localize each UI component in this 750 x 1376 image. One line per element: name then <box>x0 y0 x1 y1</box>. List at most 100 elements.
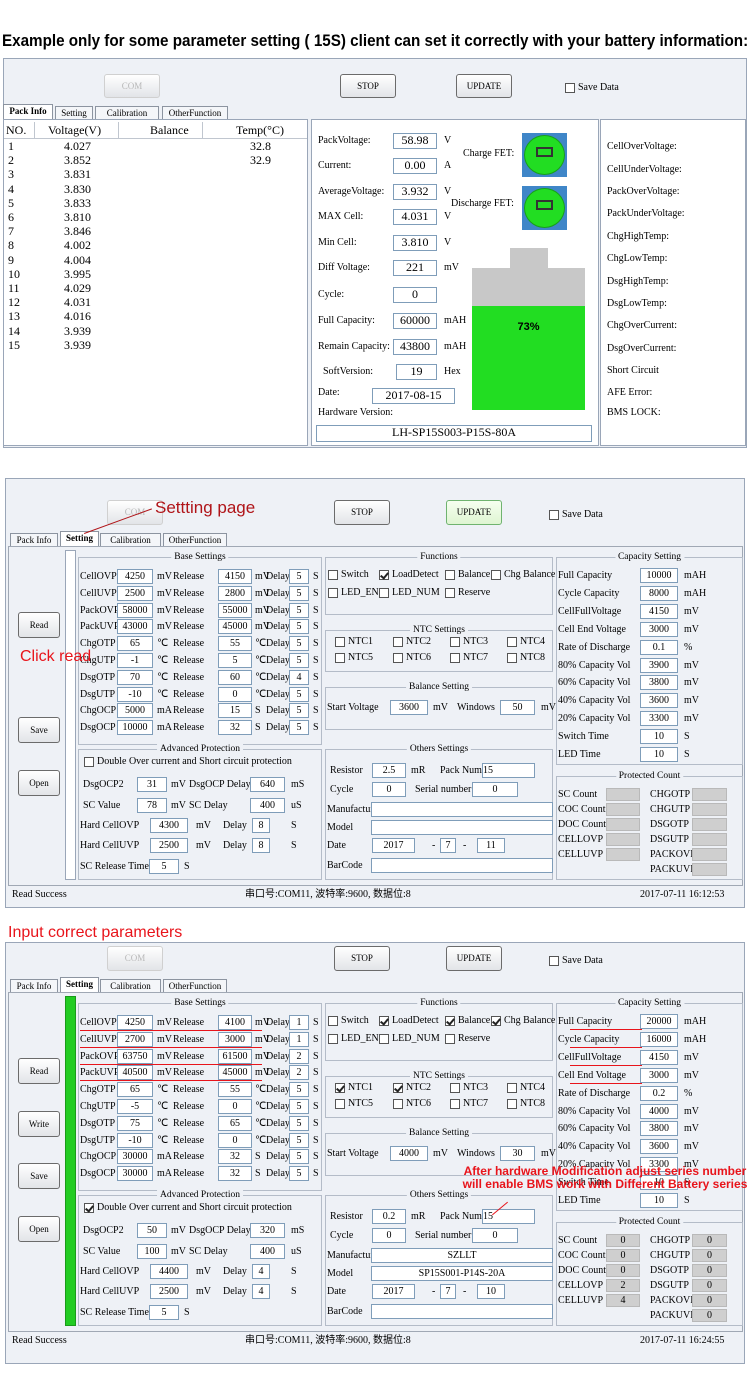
checkbox[interactable] <box>450 1099 460 1109</box>
field-value[interactable]: 400 <box>250 1244 285 1259</box>
field-value[interactable]: 3600 <box>640 1139 678 1155</box>
delay-value[interactable]: 1 <box>289 1031 309 1047</box>
checkbox[interactable] <box>507 637 517 647</box>
delay-value[interactable]: 5 <box>289 703 309 719</box>
side-button[interactable]: Write <box>18 1111 60 1137</box>
tab[interactable]: Pack Info <box>3 104 53 119</box>
field-value[interactable]: 4000 <box>390 1146 428 1161</box>
setting-value[interactable]: 30000 <box>117 1149 153 1165</box>
release-value[interactable]: 65 <box>218 1115 252 1131</box>
release-value[interactable]: 32 <box>218 1149 252 1165</box>
field-value[interactable]: 5 <box>149 1305 179 1320</box>
setting-value[interactable]: 4250 <box>117 1015 153 1030</box>
tab[interactable]: Calibration <box>95 106 159 119</box>
delay-value[interactable]: 5 <box>289 1166 309 1182</box>
field-value[interactable]: 0 <box>372 782 406 797</box>
field-value[interactable] <box>371 1304 553 1319</box>
checkbox[interactable] <box>450 653 460 663</box>
release-value[interactable]: 32 <box>218 1166 252 1182</box>
side-button[interactable]: Save <box>18 717 60 743</box>
checkbox[interactable] <box>393 1099 403 1109</box>
delay-value[interactable]: 5 <box>289 636 309 652</box>
tab[interactable]: OtherFunction <box>163 979 227 992</box>
setting-value[interactable]: -5 <box>117 1099 153 1114</box>
field-value[interactable]: 3000 <box>640 1067 678 1083</box>
field-value[interactable]: 78 <box>137 798 167 813</box>
field-value[interactable]: 15 <box>482 1209 535 1224</box>
field-value[interactable]: 4150 <box>640 1049 678 1065</box>
date-month[interactable]: 7 <box>440 838 456 853</box>
stop-button[interactable]: STOP <box>340 74 396 98</box>
tab[interactable]: Setting <box>60 977 99 992</box>
field-value[interactable]: SZLLT <box>371 1248 553 1263</box>
delay-value[interactable]: 5 <box>289 720 309 736</box>
release-value[interactable]: 55 <box>218 1082 252 1098</box>
checkbox[interactable] <box>328 1016 338 1026</box>
field-value[interactable]: 3800 <box>640 675 678 691</box>
field-value[interactable]: 4150 <box>640 603 678 619</box>
field-value[interactable]: 400 <box>250 798 285 813</box>
field-value[interactable]: 2.5 <box>372 763 406 778</box>
release-value[interactable]: 60 <box>218 669 252 685</box>
field-value[interactable]: 16000 <box>640 1031 678 1047</box>
stop-button[interactable]: STOP <box>334 946 390 971</box>
field-value[interactable]: 221 <box>393 260 437 276</box>
delay-value[interactable]: 1 <box>289 1015 309 1030</box>
checkbox[interactable] <box>450 1083 460 1093</box>
date-value[interactable]: 2017-08-15 <box>372 388 455 404</box>
field-value[interactable]: 3900 <box>640 657 678 673</box>
side-button[interactable]: Read <box>18 612 60 638</box>
side-button[interactable]: Read <box>18 1058 60 1084</box>
field-value[interactable]: 640 <box>250 777 285 792</box>
field-value[interactable]: 0 <box>472 782 518 797</box>
field-value[interactable]: 3000 <box>640 621 678 637</box>
checkbox[interactable] <box>379 1016 389 1026</box>
setting-value[interactable]: 65 <box>117 1082 153 1098</box>
release-value[interactable]: 0 <box>218 1132 252 1148</box>
delay-value[interactable]: 2 <box>289 1048 309 1064</box>
delay-value[interactable]: 5 <box>289 602 309 618</box>
release-value[interactable]: 61500 <box>218 1048 252 1064</box>
tab[interactable]: OtherFunction <box>163 533 227 546</box>
field-value[interactable]: 3600 <box>640 693 678 709</box>
field-value[interactable]: 2500 <box>150 1284 188 1299</box>
field-value[interactable]: 3.810 <box>393 235 437 251</box>
field-value[interactable]: 20000 <box>640 1014 678 1029</box>
release-value[interactable]: 4150 <box>218 569 252 584</box>
setting-value[interactable]: 63750 <box>117 1048 153 1064</box>
checkbox[interactable] <box>393 637 403 647</box>
field-value[interactable]: 50 <box>137 1223 167 1238</box>
field-value[interactable]: 4300 <box>150 818 188 833</box>
field-value[interactable]: 100 <box>137 1244 167 1259</box>
setting-value[interactable]: 70 <box>117 669 153 685</box>
checkbox[interactable] <box>393 1083 403 1093</box>
update-button[interactable]: UPDATE <box>446 500 502 525</box>
field-value[interactable]: 10 <box>640 1175 678 1191</box>
setting-value[interactable]: 2700 <box>117 1031 153 1047</box>
checkbox[interactable] <box>335 1083 345 1093</box>
setting-value[interactable]: 5000 <box>117 703 153 719</box>
tab[interactable]: Calibration <box>100 979 161 992</box>
field-value[interactable]: 2500 <box>150 838 188 853</box>
field-value[interactable]: SP15S001-P14S-20A <box>371 1266 553 1281</box>
setting-value[interactable]: 4250 <box>117 569 153 584</box>
field-value[interactable]: 0.00 <box>393 158 437 174</box>
checkbox[interactable] <box>507 1099 517 1109</box>
delay-value[interactable]: 8 <box>252 838 270 853</box>
tab[interactable]: Calibration <box>100 533 161 546</box>
side-button[interactable]: Save <box>18 1163 60 1189</box>
checkbox[interactable] <box>445 1016 455 1026</box>
checkbox[interactable] <box>328 1034 338 1044</box>
checkbox[interactable] <box>335 1099 345 1109</box>
field-value[interactable]: 10 <box>640 729 678 745</box>
release-value[interactable]: 55 <box>218 636 252 652</box>
update-button[interactable]: UPDATE <box>446 946 502 971</box>
field-value[interactable]: 50 <box>500 700 535 715</box>
checkbox[interactable] <box>491 1016 501 1026</box>
field-value[interactable]: 4400 <box>150 1264 188 1279</box>
field-value[interactable]: 19 <box>396 364 437 380</box>
field-value[interactable]: 43800 <box>393 339 437 355</box>
delay-value[interactable]: 8 <box>252 818 270 833</box>
delay-value[interactable]: 5 <box>289 1115 309 1131</box>
field-value[interactable]: 0 <box>393 287 437 303</box>
